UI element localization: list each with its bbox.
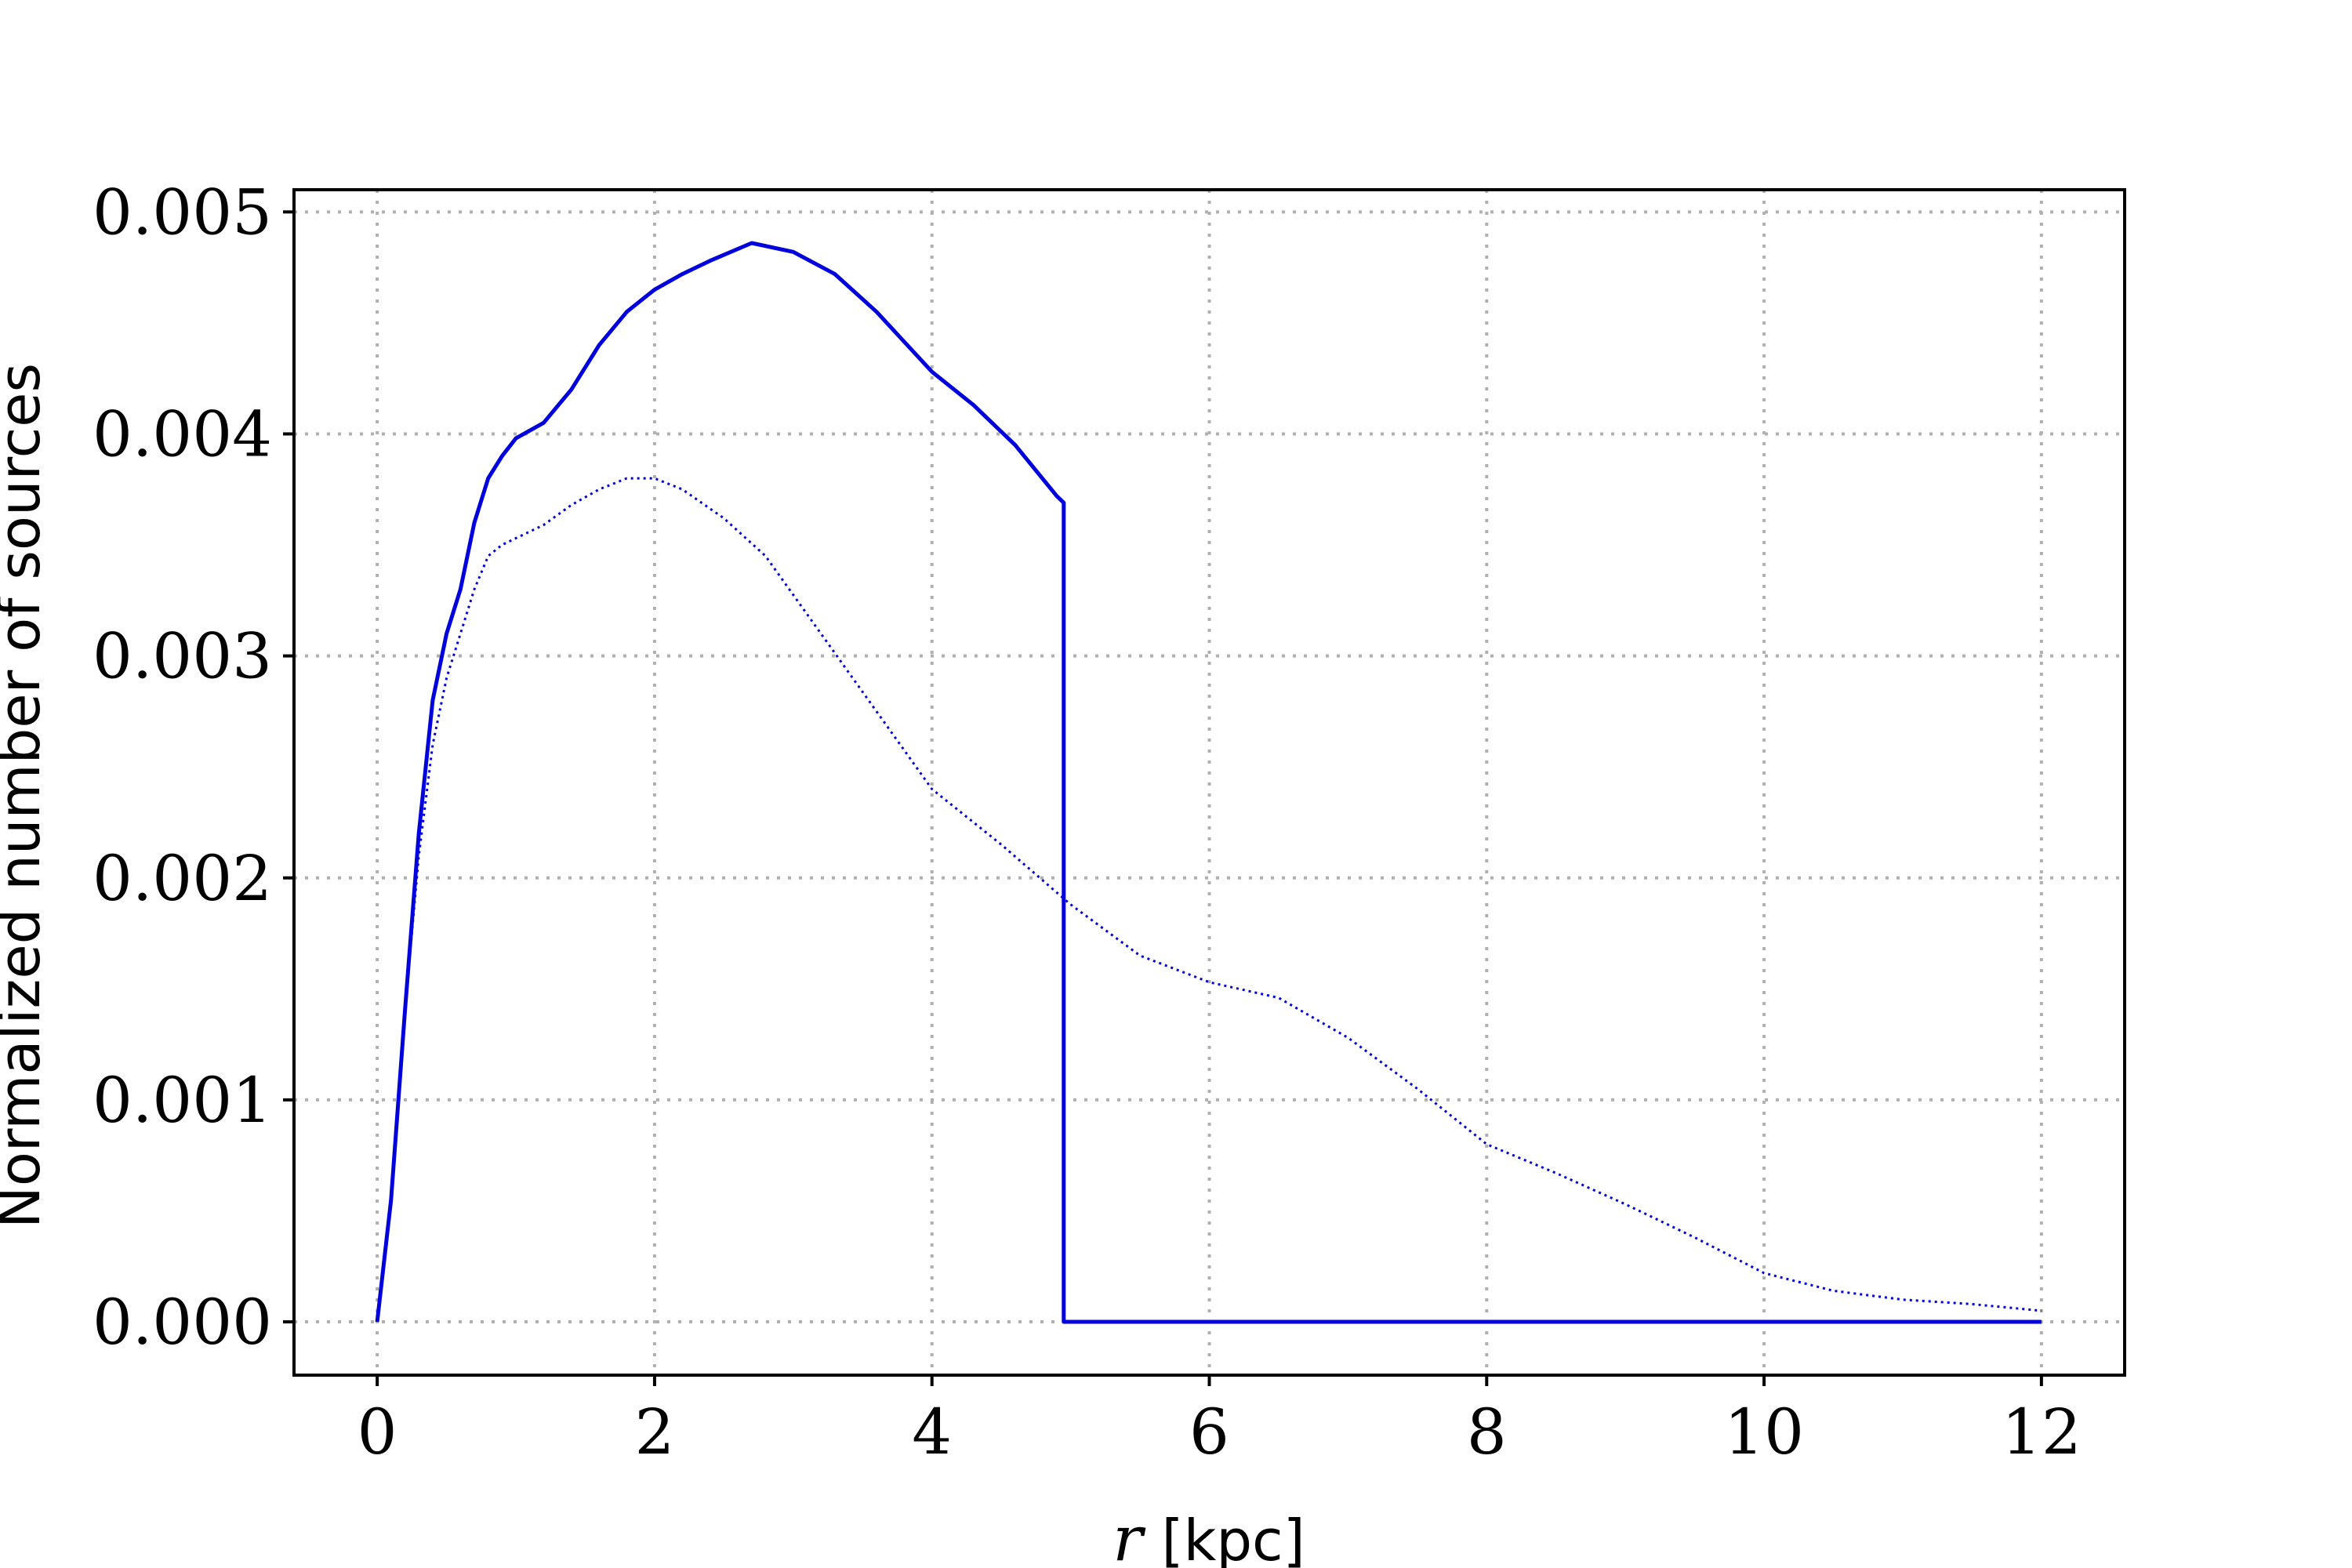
series-line-solid	[375, 241, 2042, 1324]
x-tick-label: 6	[1189, 1396, 1229, 1468]
y-tick-label: 0.002	[93, 842, 272, 915]
series-line-dotted	[376, 477, 2042, 1323]
x-tick-label: 10	[1724, 1396, 1804, 1468]
x-tick-label: 4	[912, 1396, 952, 1468]
y-tick-label: 0.000	[93, 1286, 272, 1359]
tick-label-layer: 0 2 4 6 8 10 12 0.000 0.001 0.002 0.003 0.004 0.005	[93, 176, 2082, 1468]
x-axis-label-unit: [kpc]	[1162, 1508, 1305, 1568]
x-tick-label: 12	[2002, 1396, 2082, 1468]
x-tick-label: 2	[634, 1396, 674, 1468]
x-axis-label-variable: r	[1112, 1502, 1146, 1568]
y-axis-label: Normalized number of sources	[0, 363, 53, 1229]
series-layer	[375, 241, 2042, 1324]
x-tick-label: 0	[358, 1396, 397, 1468]
x-tick-label: 8	[1467, 1396, 1507, 1468]
tick-layer	[283, 210, 2043, 1386]
grid-layer	[294, 190, 2125, 1375]
x-axis-label: r [kpc]	[1112, 1502, 1305, 1568]
y-tick-label: 0.005	[93, 176, 272, 249]
y-tick-label: 0.003	[93, 620, 272, 693]
y-tick-label: 0.004	[93, 397, 272, 470]
y-tick-label: 0.001	[93, 1064, 272, 1137]
